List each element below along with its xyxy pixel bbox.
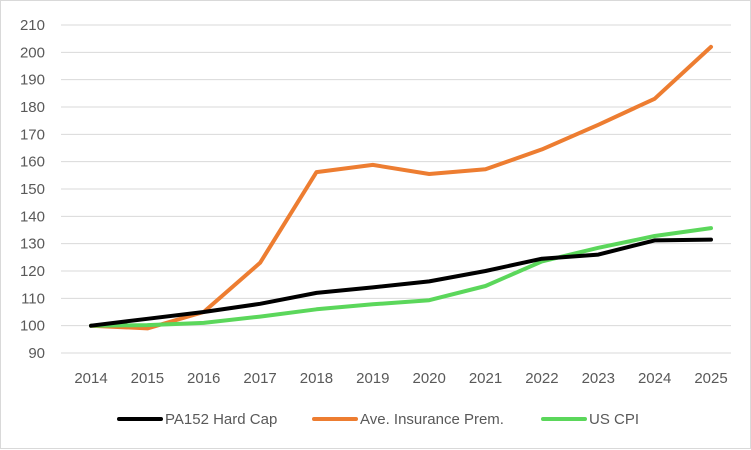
x-tick-label: 2016 — [187, 370, 220, 387]
y-tick-label: 90 — [28, 345, 45, 362]
series-line-pa152-hard-cap — [89, 237, 713, 328]
legend-label: US CPI — [589, 411, 639, 428]
y-tick-label: 100 — [20, 318, 45, 335]
y-tick-label: 210 — [20, 17, 45, 34]
x-axis-tick-labels: 2014 2015 2016 2017 2018 2019 2020 2021 2022 2023… — [74, 370, 727, 387]
legend-label: PA152 Hard Cap — [165, 411, 277, 428]
x-tick-label: 2018 — [300, 370, 333, 387]
y-tick-label: 200 — [20, 44, 45, 61]
x-tick-label: 2015 — [131, 370, 164, 387]
y-tick-label: 140 — [20, 208, 45, 225]
series-line-us-cpi — [89, 226, 713, 328]
y-tick-label: 150 — [20, 181, 45, 198]
series-lines — [89, 44, 713, 331]
y-tick-label: 190 — [20, 72, 45, 89]
x-tick-label: 2014 — [74, 370, 107, 387]
y-tick-label: 130 — [20, 236, 45, 253]
x-tick-label: 2022 — [525, 370, 558, 387]
legend-label: Ave. Insurance Prem. — [360, 411, 504, 428]
x-tick-label: 2019 — [356, 370, 389, 387]
x-tick-label: 2021 — [469, 370, 502, 387]
y-tick-label: 160 — [20, 154, 45, 171]
x-tick-label: 2020 — [412, 370, 445, 387]
x-tick-label: 2025 — [694, 370, 727, 387]
legend: PA152 Hard Cap Ave. Insurance Prem. US CPI — [117, 411, 639, 428]
y-tick-label: 170 — [20, 126, 45, 143]
y-tick-label: 110 — [21, 290, 45, 307]
y-tick-label: 120 — [20, 263, 45, 280]
gridlines — [61, 24, 731, 354]
y-axis-tick-labels: 90 100 110 120 130 140 150 160 170 180 190 200 210 — [20, 17, 45, 362]
x-tick-label: 2024 — [638, 370, 671, 387]
y-tick-label: 180 — [20, 99, 45, 116]
x-tick-label: 2017 — [243, 370, 276, 387]
x-tick-label: 2023 — [582, 370, 615, 387]
